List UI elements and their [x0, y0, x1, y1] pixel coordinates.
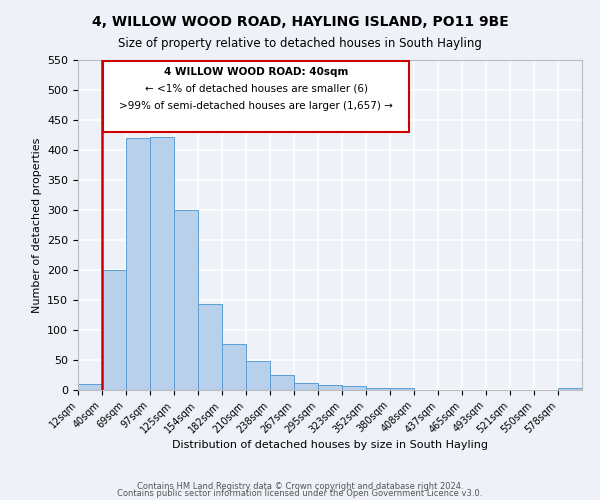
- Bar: [366, 388, 390, 390]
- Bar: [390, 388, 414, 390]
- X-axis label: Distribution of detached houses by size in South Hayling: Distribution of detached houses by size …: [172, 440, 488, 450]
- Bar: [270, 375, 294, 390]
- Bar: [150, 137, 174, 390]
- Y-axis label: Number of detached properties: Number of detached properties: [32, 138, 41, 312]
- Text: Contains public sector information licensed under the Open Government Licence v3: Contains public sector information licen…: [118, 490, 482, 498]
- Bar: [558, 388, 582, 390]
- Text: Contains HM Land Registry data © Crown copyright and database right 2024.: Contains HM Land Registry data © Crown c…: [137, 482, 463, 491]
- Text: >99% of semi-detached houses are larger (1,657) →: >99% of semi-detached houses are larger …: [119, 100, 393, 110]
- Bar: [294, 383, 318, 390]
- Bar: [102, 270, 126, 390]
- Bar: [126, 138, 150, 390]
- Text: 4 WILLOW WOOD ROAD: 40sqm: 4 WILLOW WOOD ROAD: 40sqm: [164, 67, 349, 77]
- Bar: [198, 304, 222, 390]
- Text: 4, WILLOW WOOD ROAD, HAYLING ISLAND, PO11 9BE: 4, WILLOW WOOD ROAD, HAYLING ISLAND, PO1…: [92, 15, 508, 29]
- Bar: [318, 384, 342, 390]
- Bar: [222, 344, 246, 390]
- Bar: [103, 61, 409, 132]
- Text: Size of property relative to detached houses in South Hayling: Size of property relative to detached ho…: [118, 38, 482, 51]
- Bar: [78, 384, 102, 390]
- Bar: [342, 386, 366, 390]
- Bar: [174, 210, 198, 390]
- Bar: [246, 361, 270, 390]
- Text: ← <1% of detached houses are smaller (6): ← <1% of detached houses are smaller (6): [145, 84, 368, 94]
